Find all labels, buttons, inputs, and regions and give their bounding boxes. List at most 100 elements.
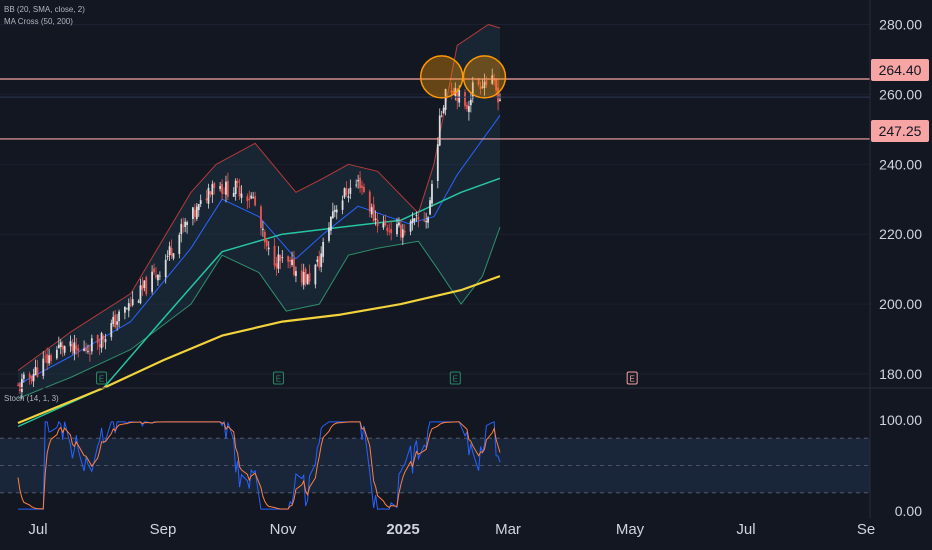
candle-body[interactable] xyxy=(250,195,253,199)
candle-body[interactable] xyxy=(293,258,295,275)
candle-body[interactable] xyxy=(155,275,157,278)
candle-body[interactable] xyxy=(254,196,257,206)
candle-body[interactable] xyxy=(227,180,229,197)
candle-body[interactable] xyxy=(456,90,459,101)
candle-body[interactable] xyxy=(129,304,132,306)
candle-body[interactable] xyxy=(347,196,350,198)
candle-body[interactable] xyxy=(267,247,270,250)
candle-body[interactable] xyxy=(388,230,391,232)
candle-body[interactable] xyxy=(322,241,325,257)
candle-body[interactable] xyxy=(110,323,113,338)
candle-body[interactable] xyxy=(30,375,33,382)
candle-body[interactable] xyxy=(277,254,280,269)
candle-body[interactable] xyxy=(403,230,406,233)
candle-body[interactable] xyxy=(118,311,120,322)
candle-body[interactable] xyxy=(469,99,472,106)
candle-body[interactable] xyxy=(77,348,80,352)
candle-body[interactable] xyxy=(479,86,482,90)
candle-body[interactable] xyxy=(306,274,309,285)
candle-body[interactable] xyxy=(265,240,268,247)
candle-body[interactable] xyxy=(485,80,488,85)
candle-body[interactable] xyxy=(32,373,35,382)
candle-body[interactable] xyxy=(273,245,276,266)
candle-body[interactable] xyxy=(240,193,243,198)
candle-body[interactable] xyxy=(295,271,297,277)
candle-body[interactable] xyxy=(423,220,426,222)
candle-body[interactable] xyxy=(145,277,148,295)
candle-body[interactable] xyxy=(359,177,361,188)
candle-body[interactable] xyxy=(304,269,307,284)
candle-body[interactable] xyxy=(411,218,414,224)
candle-body[interactable] xyxy=(180,223,183,235)
candle-body[interactable] xyxy=(333,209,336,212)
candle-body[interactable] xyxy=(157,274,159,281)
candle-body[interactable] xyxy=(261,228,264,230)
candle-body[interactable] xyxy=(178,234,181,255)
candle-body[interactable] xyxy=(125,308,128,310)
candle-body[interactable] xyxy=(221,183,223,194)
candle-body[interactable] xyxy=(442,107,445,114)
candle-body[interactable] xyxy=(104,339,107,343)
candle-body[interactable] xyxy=(263,231,266,243)
candle-body[interactable] xyxy=(197,204,200,211)
candle-body[interactable] xyxy=(468,106,470,112)
candle-body[interactable] xyxy=(153,268,155,273)
candle-body[interactable] xyxy=(57,344,60,349)
candle-body[interactable] xyxy=(444,88,447,110)
candle-body[interactable] xyxy=(281,257,284,258)
candle-body[interactable] xyxy=(497,87,499,103)
stoch-legend[interactable]: Stoch (14, 1, 3) xyxy=(4,394,59,403)
candle-body[interactable] xyxy=(63,346,66,353)
candle-body[interactable] xyxy=(89,353,91,355)
candle-body[interactable] xyxy=(396,224,398,235)
candle-body[interactable] xyxy=(370,207,373,215)
candle-body[interactable] xyxy=(401,229,404,238)
candle-body[interactable] xyxy=(98,344,101,348)
candle-body[interactable] xyxy=(279,254,282,262)
candle-body[interactable] xyxy=(331,211,334,219)
candle-body[interactable] xyxy=(123,306,126,313)
candle-body[interactable] xyxy=(328,227,330,241)
candle-body[interactable] xyxy=(452,90,455,95)
candle-body[interactable] xyxy=(275,263,278,268)
candle-body[interactable] xyxy=(415,215,418,217)
candle-body[interactable] xyxy=(141,284,144,290)
candle-body[interactable] xyxy=(102,335,105,340)
candle-body[interactable] xyxy=(372,204,375,222)
candle-body[interactable] xyxy=(87,350,89,352)
candle-body[interactable] xyxy=(248,198,251,200)
candle-body[interactable] xyxy=(112,316,115,324)
earnings-marker[interactable]: E xyxy=(96,371,108,385)
candle-body[interactable] xyxy=(209,191,212,195)
candle-body[interactable] xyxy=(168,246,171,256)
candle-body[interactable] xyxy=(368,191,371,212)
candle-body[interactable] xyxy=(440,115,443,117)
candle-body[interactable] xyxy=(450,90,453,93)
candle-body[interactable] xyxy=(166,255,169,257)
candle-body[interactable] xyxy=(28,373,31,378)
candle-body[interactable] xyxy=(211,184,214,195)
candle-body[interactable] xyxy=(59,342,62,348)
candle-body[interactable] xyxy=(499,99,501,102)
candle-body[interactable] xyxy=(151,271,154,292)
candle-body[interactable] xyxy=(252,197,255,199)
candle-body[interactable] xyxy=(345,188,348,196)
candle-body[interactable] xyxy=(458,89,461,103)
candle-body[interactable] xyxy=(205,198,208,201)
candle-body[interactable] xyxy=(225,181,227,195)
highlight-circle[interactable] xyxy=(462,55,507,99)
candle-body[interactable] xyxy=(19,383,21,391)
candle-body[interactable] xyxy=(464,92,466,107)
candle-body[interactable] xyxy=(34,366,37,375)
candle-body[interactable] xyxy=(55,349,58,359)
candle-body[interactable] xyxy=(139,285,142,304)
candle-body[interactable] xyxy=(376,219,379,227)
candle-body[interactable] xyxy=(427,217,429,223)
candle-body[interactable] xyxy=(199,200,202,205)
ma-cross-legend[interactable]: MA Cross (50, 200) xyxy=(4,17,73,26)
stoch-k-line[interactable] xyxy=(18,420,501,510)
candle-body[interactable] xyxy=(493,78,496,81)
candle-body[interactable] xyxy=(75,345,78,350)
candle-body[interactable] xyxy=(48,355,50,364)
candle-body[interactable] xyxy=(193,209,196,217)
